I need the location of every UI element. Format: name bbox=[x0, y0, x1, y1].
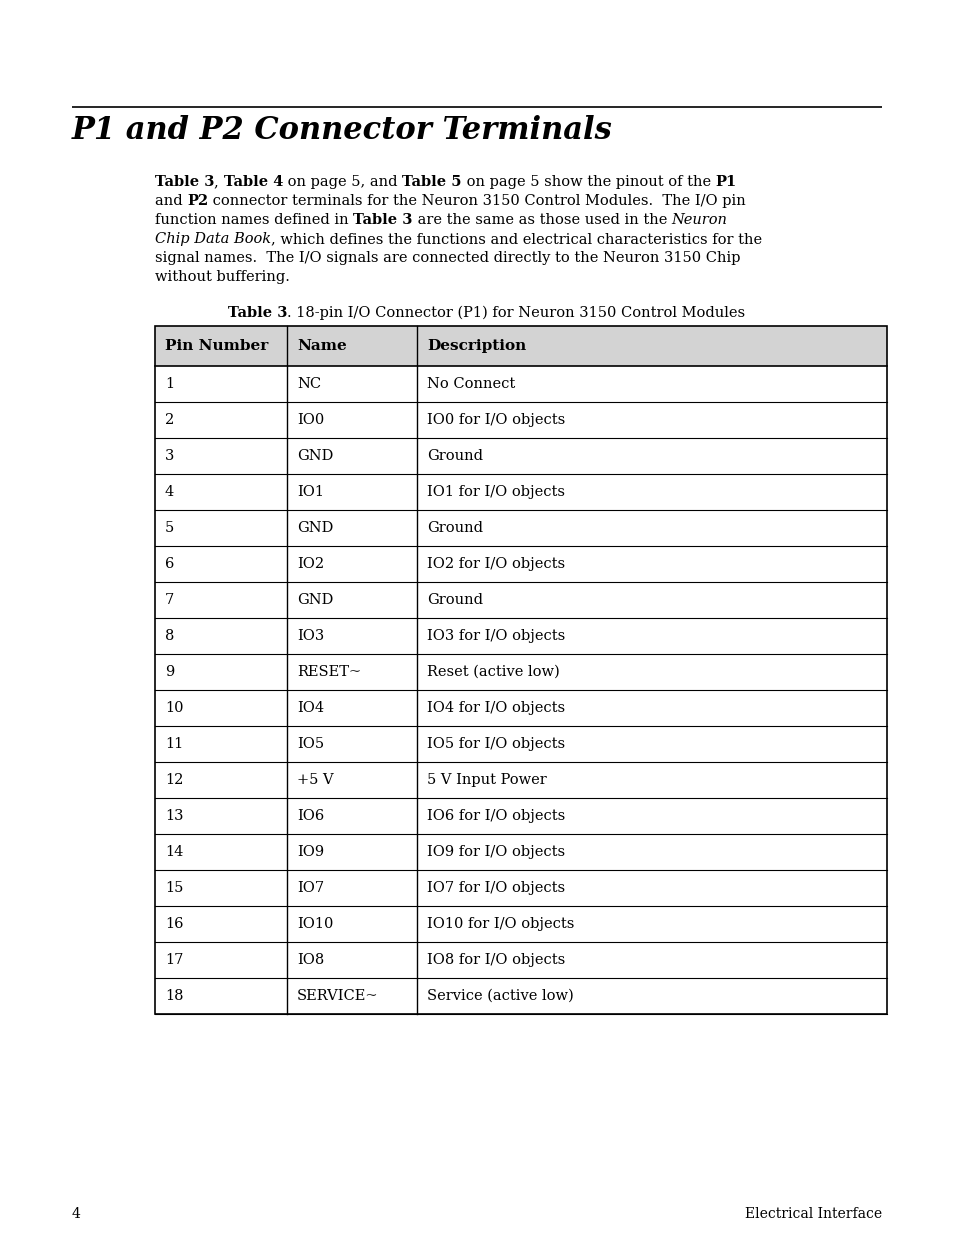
Text: signal names.  The I/O signals are connected directly to the Neuron 3150 Chip: signal names. The I/O signals are connec… bbox=[154, 251, 740, 266]
Text: Ground: Ground bbox=[427, 450, 482, 463]
Text: 3: 3 bbox=[165, 450, 174, 463]
Text: Pin Number: Pin Number bbox=[165, 338, 268, 353]
Text: GND: GND bbox=[296, 521, 333, 535]
Text: 6: 6 bbox=[165, 557, 174, 571]
Text: Table 3: Table 3 bbox=[353, 212, 413, 227]
Text: IO5 for I/O objects: IO5 for I/O objects bbox=[427, 737, 564, 751]
Text: 9: 9 bbox=[165, 664, 174, 679]
Text: Table 3: Table 3 bbox=[228, 306, 287, 320]
Text: IO10 for I/O objects: IO10 for I/O objects bbox=[427, 918, 574, 931]
Text: ,: , bbox=[214, 175, 224, 189]
Text: P1: P1 bbox=[715, 175, 736, 189]
Text: Ground: Ground bbox=[427, 593, 482, 606]
Text: Reset (active low): Reset (active low) bbox=[427, 664, 559, 679]
Text: 7: 7 bbox=[165, 593, 174, 606]
Text: GND: GND bbox=[296, 450, 333, 463]
Text: IO1: IO1 bbox=[296, 485, 324, 499]
Text: 2: 2 bbox=[165, 412, 174, 427]
Text: IO8: IO8 bbox=[296, 953, 324, 967]
Text: and: and bbox=[154, 194, 187, 207]
Text: Table 4: Table 4 bbox=[224, 175, 283, 189]
Text: IO3: IO3 bbox=[296, 629, 324, 643]
Text: IO5: IO5 bbox=[296, 737, 324, 751]
Text: RESET~: RESET~ bbox=[296, 664, 361, 679]
Text: +5 V: +5 V bbox=[296, 773, 334, 787]
Text: IO7: IO7 bbox=[296, 881, 324, 895]
Text: without buffering.: without buffering. bbox=[154, 270, 290, 284]
Text: , which defines the functions and electrical characteristics for the: , which defines the functions and electr… bbox=[271, 232, 761, 246]
Text: Name: Name bbox=[296, 338, 346, 353]
Text: 4: 4 bbox=[165, 485, 174, 499]
Text: Electrical Interface: Electrical Interface bbox=[744, 1207, 882, 1221]
Text: 14: 14 bbox=[165, 845, 183, 860]
Text: 12: 12 bbox=[165, 773, 183, 787]
Text: IO7 for I/O objects: IO7 for I/O objects bbox=[427, 881, 564, 895]
Text: Neuron: Neuron bbox=[671, 212, 727, 227]
Text: SERVICE~: SERVICE~ bbox=[296, 989, 378, 1003]
Text: 17: 17 bbox=[165, 953, 183, 967]
Text: IO4: IO4 bbox=[296, 701, 324, 715]
Text: are the same as those used in the: are the same as those used in the bbox=[413, 212, 671, 227]
Text: 18: 18 bbox=[165, 989, 183, 1003]
Text: IO8 for I/O objects: IO8 for I/O objects bbox=[427, 953, 565, 967]
Text: Service (active low): Service (active low) bbox=[427, 989, 573, 1003]
Text: GND: GND bbox=[296, 593, 333, 606]
Text: 16: 16 bbox=[165, 918, 183, 931]
Text: No Connect: No Connect bbox=[427, 377, 515, 391]
Text: Chip Data Book: Chip Data Book bbox=[154, 232, 271, 246]
Text: P1 and P2 Connector Terminals: P1 and P2 Connector Terminals bbox=[71, 115, 612, 146]
Text: 10: 10 bbox=[165, 701, 183, 715]
Text: IO0: IO0 bbox=[296, 412, 324, 427]
Bar bbox=[154, 326, 886, 366]
Text: Table 5: Table 5 bbox=[402, 175, 461, 189]
Text: IO6: IO6 bbox=[296, 809, 324, 823]
Text: 15: 15 bbox=[165, 881, 183, 895]
Text: . 18-pin I/O Connector (P1) for Neuron 3150 Control Modules: . 18-pin I/O Connector (P1) for Neuron 3… bbox=[287, 306, 744, 320]
Text: Description: Description bbox=[427, 338, 526, 353]
Text: 8: 8 bbox=[165, 629, 174, 643]
Text: IO0 for I/O objects: IO0 for I/O objects bbox=[427, 412, 565, 427]
Text: on page 5, and: on page 5, and bbox=[283, 175, 402, 189]
Text: on page 5 show the pinout of the: on page 5 show the pinout of the bbox=[461, 175, 715, 189]
Text: 5: 5 bbox=[165, 521, 174, 535]
Text: IO4 for I/O objects: IO4 for I/O objects bbox=[427, 701, 564, 715]
Text: NC: NC bbox=[296, 377, 321, 391]
Text: connector terminals for the Neuron 3150 Control Modules.  The I/O pin: connector terminals for the Neuron 3150 … bbox=[209, 194, 745, 207]
Text: 5 V Input Power: 5 V Input Power bbox=[427, 773, 546, 787]
Bar bbox=[154, 326, 886, 1014]
Text: P2: P2 bbox=[187, 194, 209, 207]
Text: 11: 11 bbox=[165, 737, 183, 751]
Text: 13: 13 bbox=[165, 809, 183, 823]
Text: Table 3: Table 3 bbox=[154, 175, 214, 189]
Text: IO2 for I/O objects: IO2 for I/O objects bbox=[427, 557, 564, 571]
Text: IO3 for I/O objects: IO3 for I/O objects bbox=[427, 629, 565, 643]
Text: IO6 for I/O objects: IO6 for I/O objects bbox=[427, 809, 565, 823]
Text: IO2: IO2 bbox=[296, 557, 324, 571]
Text: IO10: IO10 bbox=[296, 918, 333, 931]
Text: IO1 for I/O objects: IO1 for I/O objects bbox=[427, 485, 564, 499]
Text: IO9: IO9 bbox=[296, 845, 324, 860]
Text: 1: 1 bbox=[165, 377, 174, 391]
Text: function names defined in: function names defined in bbox=[154, 212, 353, 227]
Text: Ground: Ground bbox=[427, 521, 482, 535]
Text: 4: 4 bbox=[71, 1207, 81, 1221]
Text: IO9 for I/O objects: IO9 for I/O objects bbox=[427, 845, 564, 860]
